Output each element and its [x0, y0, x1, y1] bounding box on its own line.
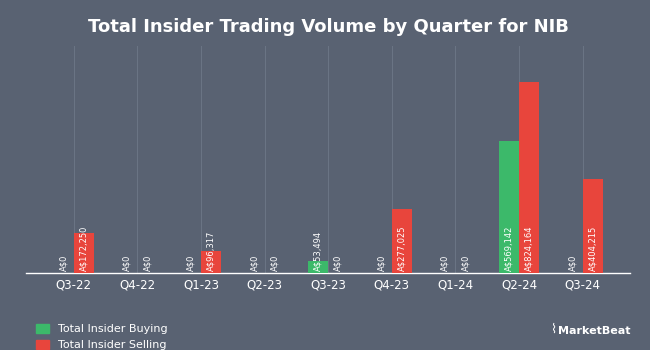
Bar: [201, 251, 222, 273]
Text: A$0: A$0: [377, 255, 386, 271]
Text: A$569,142: A$569,142: [504, 226, 514, 271]
Text: A$0: A$0: [568, 255, 577, 271]
Text: A$96,317: A$96,317: [207, 231, 216, 271]
Text: A$0: A$0: [250, 255, 259, 271]
Text: MarketBeat: MarketBeat: [558, 326, 630, 336]
Text: A$277,025: A$277,025: [398, 226, 406, 271]
Bar: [519, 82, 540, 273]
Text: A$0: A$0: [123, 255, 132, 271]
Text: A$0: A$0: [270, 255, 280, 271]
Text: A$824,164: A$824,164: [525, 226, 534, 271]
Text: A$404,215: A$404,215: [588, 226, 597, 271]
Title: Total Insider Trading Volume by Quarter for NIB: Total Insider Trading Volume by Quarter …: [88, 18, 569, 36]
Text: A$0: A$0: [334, 255, 343, 271]
Bar: [308, 261, 328, 273]
Bar: [392, 209, 412, 273]
Text: A$0: A$0: [59, 255, 68, 271]
Bar: [499, 141, 519, 273]
Legend: Total Insider Buying, Total Insider Selling: Total Insider Buying, Total Insider Sell…: [32, 320, 172, 350]
Text: A$0: A$0: [441, 255, 450, 271]
Text: A$0: A$0: [143, 255, 152, 271]
Bar: [582, 179, 603, 273]
Text: ⌇: ⌇: [550, 323, 556, 336]
Text: A$0: A$0: [461, 255, 470, 271]
Bar: [74, 233, 94, 273]
Text: A$53,494: A$53,494: [313, 231, 322, 271]
Text: A$172,250: A$172,250: [79, 226, 88, 271]
Text: A$0: A$0: [187, 255, 196, 271]
